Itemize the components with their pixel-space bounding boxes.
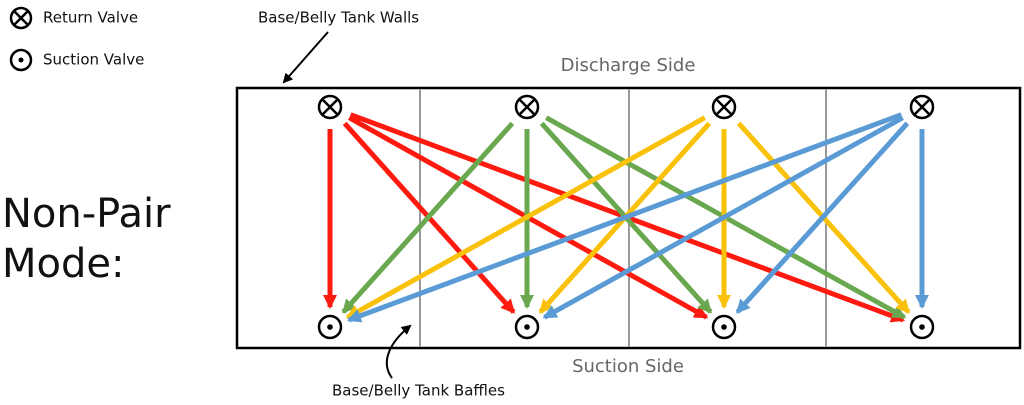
- valve-dot: [721, 324, 727, 330]
- annotation-arrow: [385, 324, 412, 379]
- return-valve: [711, 94, 737, 120]
- legend-label: Suction Valve: [43, 51, 144, 69]
- legend: Return Valve Suction Valve: [9, 6, 144, 72]
- valve-cross: [913, 98, 931, 116]
- suction-valve: [317, 314, 343, 340]
- suction-valve: [514, 314, 540, 340]
- annotation: Base/Belly Tank Baffles: [332, 382, 505, 400]
- valves: [317, 94, 935, 340]
- mode-label: Mode:: [2, 241, 124, 287]
- side-label: Discharge Side: [561, 55, 696, 76]
- return-valve-icon: [9, 6, 33, 30]
- annotation: Base/Belly Tank Walls: [258, 9, 419, 27]
- flow-arrow: [346, 112, 903, 323]
- flow-arrow: [542, 115, 904, 320]
- flow-arrow: [735, 121, 910, 314]
- return-valve: [317, 94, 343, 120]
- flow-arrow: [345, 115, 707, 320]
- valve-cross: [518, 98, 536, 116]
- valve-cross: [321, 98, 339, 116]
- side-label: Suction Side: [572, 356, 684, 377]
- suction-valve: [711, 314, 737, 340]
- suction-valve: [909, 314, 935, 340]
- legend-label: Return Valve: [43, 9, 138, 27]
- valve-dot: [919, 324, 925, 330]
- mode-label: Non-Pair: [2, 191, 171, 237]
- valve-dot: [524, 324, 530, 330]
- flow-arrows: [323, 112, 929, 323]
- flow-arrow: [341, 121, 515, 314]
- return-valve: [514, 94, 540, 120]
- valve-dot: [327, 324, 333, 330]
- valve-cross: [715, 98, 733, 116]
- return-valve: [909, 94, 935, 120]
- annotation-arrow: [282, 31, 329, 84]
- tank-wall: [235, 86, 1022, 350]
- suction-valve-icon: [9, 48, 33, 72]
